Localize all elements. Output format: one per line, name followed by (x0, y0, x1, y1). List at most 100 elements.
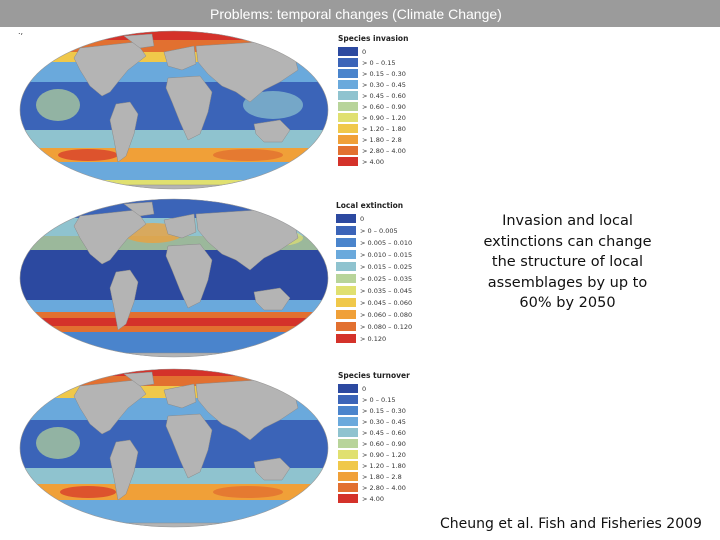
legend-item: > 1.20 – 1.80 (338, 124, 428, 133)
legend-label: > 1.20 – 1.80 (362, 124, 406, 133)
legend-swatch (338, 124, 358, 133)
legend-label: > 0 – 0.15 (362, 395, 396, 404)
legend-label: > 0.45 – 0.60 (362, 91, 406, 100)
legend-swatch (338, 461, 358, 470)
legend-label: 0 (362, 47, 367, 56)
legend-label: > 0.15 – 0.30 (362, 69, 406, 78)
legend-label: > 0.15 – 0.30 (362, 406, 406, 415)
legend-label: > 0.035 – 0.045 (360, 286, 413, 295)
legend-label: > 4.00 (362, 157, 384, 166)
title-bar: Problems: temporal changes (Climate Chan… (0, 0, 720, 27)
species-turnover-legend: Species turnover 0 > 0 – 0.15 > 0.15 – 0… (338, 371, 428, 505)
legend-item: > 0.060 – 0.080 (336, 310, 426, 319)
legend-swatch (338, 157, 358, 166)
legend-swatch (338, 417, 358, 426)
legend-swatch (338, 428, 358, 437)
legend-label: > 4.00 (362, 494, 384, 503)
legend-label: > 0.60 – 0.90 (362, 102, 406, 111)
legend-label: 0 (362, 384, 367, 393)
summary-note: Invasion and local extinctions can chang… (483, 213, 652, 311)
legend-label: > 0.025 – 0.035 (360, 274, 413, 283)
legend-item: > 0.90 – 1.20 (338, 450, 428, 459)
legend-item: > 1.80 – 2.8 (338, 135, 428, 144)
legend-item: > 0.45 – 0.60 (338, 91, 428, 100)
legend-label: > 0.30 – 0.45 (362, 417, 406, 426)
legend-item: > 0.035 – 0.045 (336, 286, 426, 295)
species-invasion-map (19, 30, 329, 190)
legend-swatch (336, 286, 356, 295)
legend-label: 0 (360, 214, 365, 223)
legend-swatch (336, 262, 356, 271)
legend-item: > 2.80 – 4.00 (338, 483, 428, 492)
legend-label: > 0.90 – 1.20 (362, 113, 406, 122)
legend-swatch (338, 58, 358, 67)
local-extinction-map (19, 198, 329, 358)
legend-label: > 1.20 – 1.80 (362, 461, 406, 470)
legend-label: > 0.45 – 0.60 (362, 428, 406, 437)
legend-swatch (338, 80, 358, 89)
legend-item: > 0.120 (336, 334, 426, 343)
legend-item: > 0.30 – 0.45 (338, 80, 428, 89)
legend-swatch (336, 238, 356, 247)
legend-label: > 0.010 – 0.015 (360, 250, 413, 259)
legend-swatch (336, 226, 356, 235)
legend-swatch (338, 406, 358, 415)
legend-swatch (338, 102, 358, 111)
legend-swatch (338, 113, 358, 122)
legend-swatch (338, 494, 358, 503)
legend-label: > 1.80 – 2.8 (362, 472, 402, 481)
legend-item: > 0.005 – 0.010 (336, 238, 426, 247)
legend-swatch (338, 450, 358, 459)
legend-swatch (336, 274, 356, 283)
legend-swatch (338, 483, 358, 492)
legend-item: > 1.80 – 2.8 (338, 472, 428, 481)
legend-swatch (338, 47, 358, 56)
panel-letter: ., (18, 27, 24, 36)
species-invasion-legend: Species invasion 0 > 0 – 0.15 > 0.15 – 0… (338, 34, 428, 168)
legend-item: > 1.20 – 1.80 (338, 461, 428, 470)
legend-swatch (338, 384, 358, 393)
species-turnover-map (19, 368, 329, 528)
legend-label: > 0.005 – 0.010 (360, 238, 413, 247)
legend-swatch (338, 472, 358, 481)
legend-item: 0 (338, 47, 428, 56)
legend-swatch (338, 439, 358, 448)
legend-label: > 2.80 – 4.00 (362, 146, 406, 155)
legend-label: > 0.120 (360, 334, 387, 343)
legend-swatch (336, 298, 356, 307)
legend-item: > 0.015 – 0.025 (336, 262, 426, 271)
legend-item: > 0 – 0.15 (338, 395, 428, 404)
legend-item: > 0.60 – 0.90 (338, 439, 428, 448)
legend-item: > 2.80 – 4.00 (338, 146, 428, 155)
legend-swatch (338, 146, 358, 155)
legend-title: Species turnover (338, 371, 410, 380)
legend-swatch (336, 310, 356, 319)
legend-label: > 0.90 – 1.20 (362, 450, 406, 459)
legend-item: > 0 – 0.005 (336, 226, 426, 235)
legend-item: > 0.045 – 0.060 (336, 298, 426, 307)
legend-swatch (336, 250, 356, 259)
legend-item: 0 (336, 214, 426, 223)
legend-item: > 4.00 (338, 494, 428, 503)
legend-item: > 0.45 – 0.60 (338, 428, 428, 437)
legend-label: > 0.045 – 0.060 (360, 298, 413, 307)
local-extinction-legend: Local extinction 0 > 0 – 0.005 > 0.005 –… (336, 201, 426, 346)
legend-title: Species invasion (338, 34, 409, 43)
legend-swatch (338, 135, 358, 144)
legend-swatch (338, 395, 358, 404)
legend-label: > 0.015 – 0.025 (360, 262, 413, 271)
legend-label: > 0.080 – 0.120 (360, 322, 413, 331)
legend-item: > 0.15 – 0.30 (338, 406, 428, 415)
legend-item: > 0 – 0.15 (338, 58, 428, 67)
legend-item: 0 (338, 384, 428, 393)
legend-swatch (338, 91, 358, 100)
legend-label: > 0 – 0.005 (360, 226, 398, 235)
legend-item: > 4.00 (338, 157, 428, 166)
legend-item: > 0.60 – 0.90 (338, 102, 428, 111)
legend-label: > 0.30 – 0.45 (362, 80, 406, 89)
legend-label: > 0.60 – 0.90 (362, 439, 406, 448)
legend-item: > 0.15 – 0.30 (338, 69, 428, 78)
page-title: Problems: temporal changes (Climate Chan… (210, 6, 502, 22)
legend-label: > 0 – 0.15 (362, 58, 396, 67)
legend-title: Local extinction (336, 201, 404, 210)
